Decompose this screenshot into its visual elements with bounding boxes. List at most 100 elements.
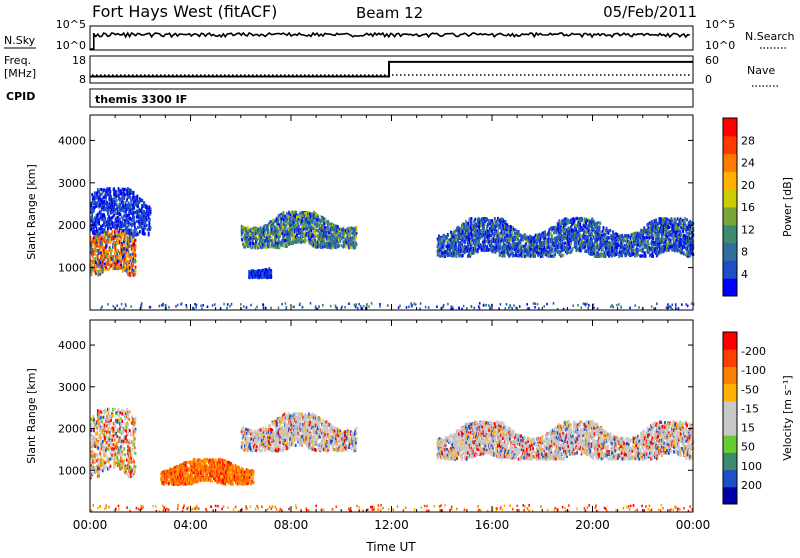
power-cell: [107, 227, 109, 230]
nsky-panel: N.Sky 10^5 10^0 10^5 10^0 N.Search: [4, 18, 795, 52]
power-cell: [552, 239, 554, 242]
power-cell: [316, 218, 318, 221]
cpid-text: themis 3300 IF: [95, 93, 187, 106]
power-cell: [356, 243, 358, 246]
power-cell: [94, 191, 96, 194]
power-cell: [114, 252, 116, 255]
power-cell: [351, 239, 353, 242]
power-cell: [97, 213, 99, 216]
power-cell: [522, 254, 524, 257]
power-cell: [339, 240, 341, 243]
power-cell: [287, 221, 289, 224]
power-cell: [591, 239, 593, 242]
nsky-line: [90, 33, 690, 49]
power-cell: [283, 218, 285, 221]
power-cell: [283, 243, 285, 246]
power-cell: [116, 199, 118, 202]
power-cell: [110, 195, 112, 198]
power-cell: [602, 230, 604, 233]
power-cell: [135, 239, 137, 242]
power-cell: [475, 244, 477, 247]
power-cell: [555, 243, 557, 246]
power-cell: [135, 246, 137, 249]
power-cell: [318, 245, 320, 248]
power-cell: [461, 241, 463, 244]
power-cell: [104, 237, 106, 240]
power-cell: [135, 228, 137, 231]
power-cell: [268, 243, 270, 246]
nave-tick-top: 60: [705, 54, 719, 67]
power-cell: [542, 254, 544, 257]
power-cell: [504, 254, 506, 257]
power-cell: [111, 230, 113, 233]
power-cell: [135, 260, 137, 263]
power-cell: [132, 253, 134, 256]
power-cell: [305, 239, 307, 242]
nave-tick-bottom: 0: [705, 73, 712, 86]
power-cell: [247, 226, 249, 229]
power-cell: [491, 234, 493, 237]
power-cell: [135, 254, 137, 257]
power-cell: [150, 207, 152, 210]
power-cell: [133, 207, 135, 210]
power-cell: [268, 224, 270, 227]
power-cell: [127, 217, 129, 220]
power-cell: [356, 229, 358, 232]
power-cell: [257, 238, 259, 241]
power-cell: [133, 194, 135, 197]
power-cell: [471, 245, 473, 248]
power-cell: [554, 253, 556, 256]
power-cell: [120, 228, 122, 231]
power-cell: [241, 238, 243, 241]
power-cell: [132, 239, 134, 242]
power-cell: [495, 233, 497, 236]
power-cell: [489, 234, 491, 237]
power-cell: [518, 230, 520, 233]
power-cell: [132, 219, 134, 222]
power-cell: [456, 255, 458, 258]
power-cell: [102, 261, 104, 264]
power-cell: [510, 226, 512, 229]
power-cell: [569, 246, 571, 249]
power-cell: [130, 274, 132, 277]
power-cell: [105, 266, 107, 269]
power-cell: [135, 270, 137, 273]
power-cell: [298, 225, 300, 228]
power-cell: [610, 229, 612, 232]
power-cell: [300, 212, 302, 215]
power-cell: [576, 217, 578, 220]
power-cell: [462, 254, 464, 257]
power-cell: [480, 229, 482, 232]
power-cell: [567, 222, 569, 225]
power-cell: [562, 254, 564, 257]
power-cell: [349, 233, 351, 236]
power-cell: [96, 269, 98, 272]
power-cell: [94, 253, 96, 256]
power-cell: [491, 219, 493, 222]
power-cell: [110, 227, 112, 230]
power-cell: [604, 255, 606, 258]
power-cell: [299, 215, 301, 218]
freq-tick-top: 18: [72, 54, 86, 67]
power-cell: [572, 247, 574, 250]
power-cell: [106, 244, 108, 247]
power-cell: [500, 243, 502, 246]
power-cell: [580, 234, 582, 237]
date-label: 05/Feb/2011: [603, 3, 697, 21]
power-cell: [260, 226, 262, 229]
power-cell: [559, 245, 561, 248]
power-cell: [133, 215, 135, 218]
power-cell: [496, 220, 498, 223]
nsearch-tick-bottom: 10^0: [705, 39, 735, 52]
power-cell: [253, 245, 255, 248]
power-cell: [456, 245, 458, 248]
power-cell: [322, 243, 324, 246]
power-cell: [356, 226, 358, 229]
power-cell: [105, 198, 107, 201]
power-cell: [282, 215, 284, 218]
power-cell: [491, 240, 493, 243]
power-cell: [147, 228, 149, 231]
freq-panel: Freq. [MHz] 18 8 60 0 Nave: [4, 54, 778, 86]
power-cell: [471, 220, 473, 223]
